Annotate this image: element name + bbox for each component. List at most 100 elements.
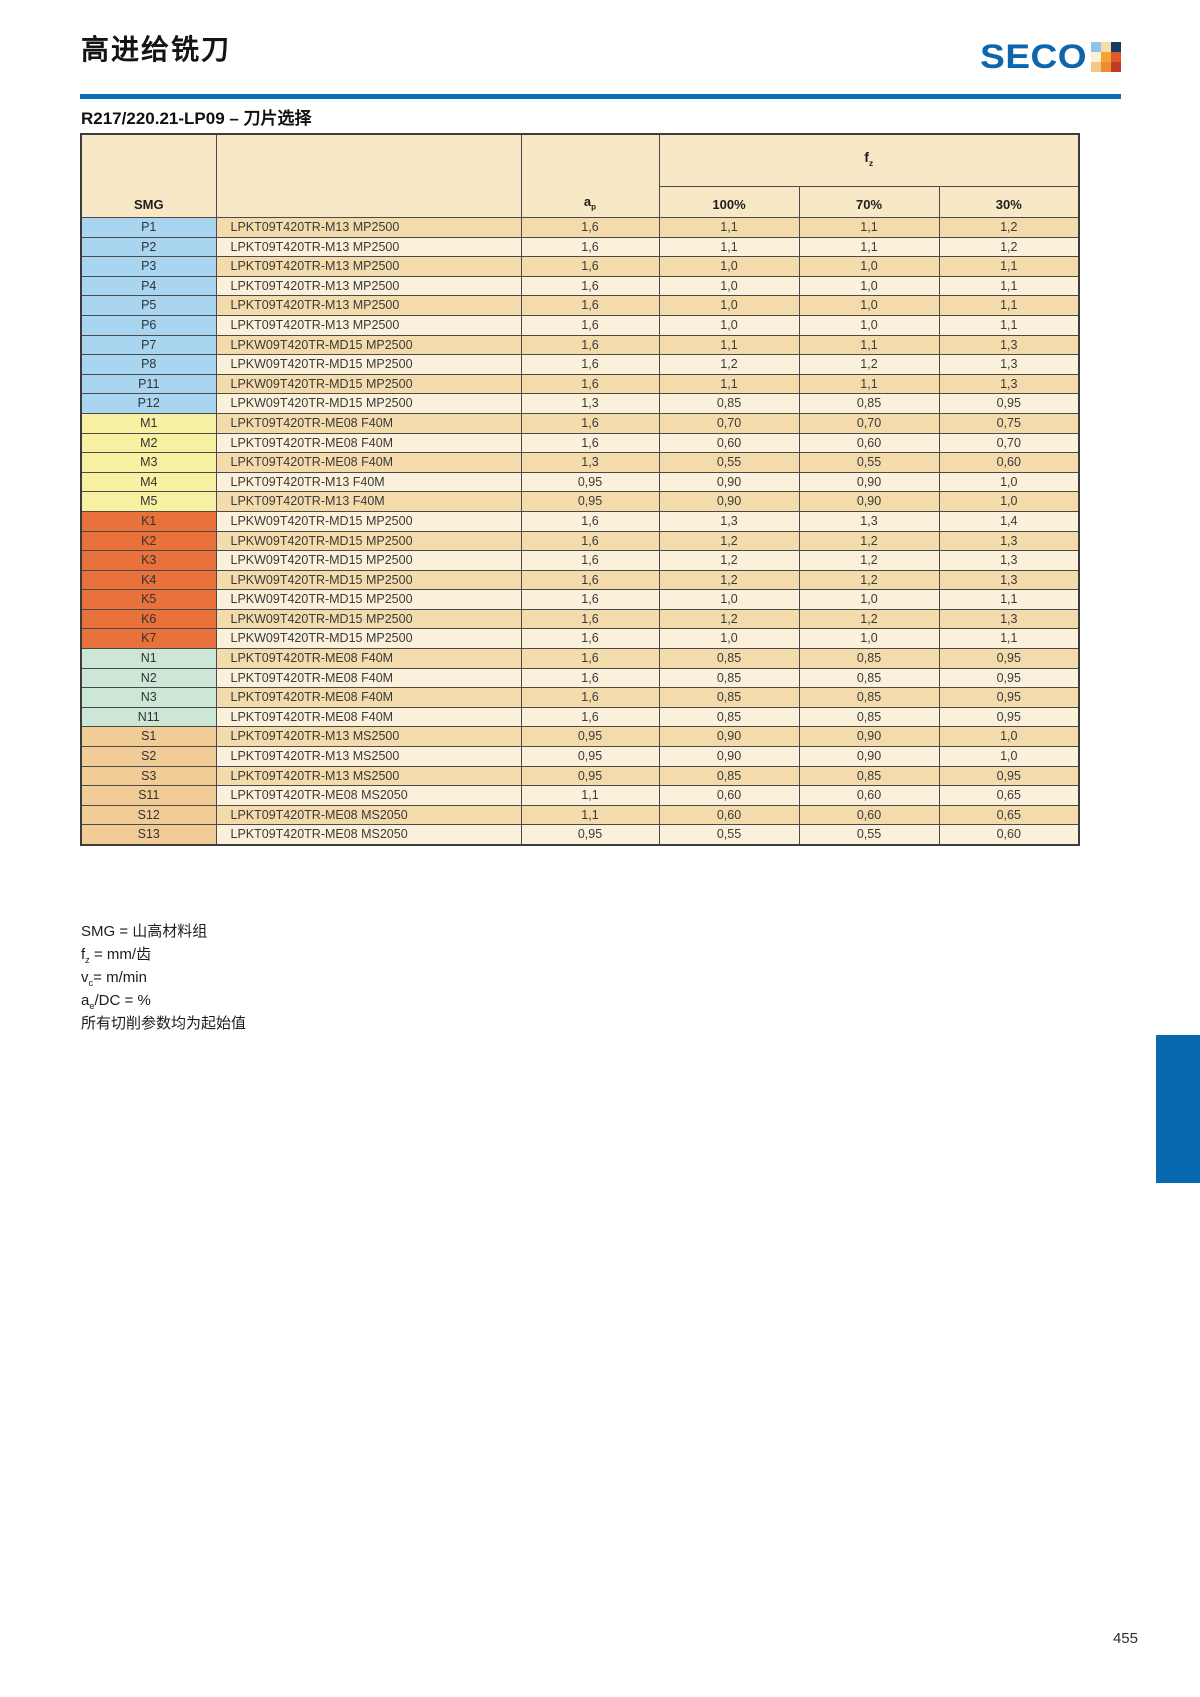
- fz-70-cell: 1,2: [798, 608, 940, 630]
- fz-100-cell: 1,2: [658, 354, 800, 375]
- ap-cell: 1,6: [520, 608, 660, 630]
- fz-100-cell: 1,3: [658, 510, 800, 532]
- table-row: P12 LPKW09T420TR-MD15 MP2500 1,3 0,85 0,85 0,…: [80, 393, 1080, 414]
- fz-30-cell: 0,60: [938, 452, 1080, 473]
- ap-cell: 1,6: [520, 432, 660, 454]
- insert-name-cell: LPKT09T420TR-ME08 MS2050: [215, 824, 522, 846]
- page-number: 455: [1112, 1630, 1138, 1647]
- insert-selection-table-wrap: SMG ap fz 100% 70% 30% P1 LPKT09T420TR-M1…: [80, 133, 1081, 846]
- fz-30-cell: 1,1: [938, 256, 1080, 277]
- smg-cell: N11: [80, 706, 217, 728]
- fz-30-cell: 1,3: [938, 550, 1080, 571]
- smg-cell: N2: [80, 667, 217, 689]
- insert-name-cell: LPKW09T420TR-MD15 MP2500: [215, 530, 522, 552]
- page-title: 高进给铣刀: [81, 34, 232, 65]
- table-row: K1 LPKW09T420TR-MD15 MP2500 1,6 1,3 1,3 1,4: [80, 510, 1080, 532]
- table-row: P8 LPKW09T420TR-MD15 MP2500 1,6 1,2 1,2 1,3: [80, 354, 1080, 375]
- ap-cell: 1,3: [520, 393, 660, 414]
- insert-name-cell: LPKT09T420TR-M13 MP2500: [215, 236, 522, 258]
- smg-cell: P8: [80, 354, 217, 375]
- fz-30-cell: 1,0: [938, 726, 1080, 748]
- fz-30-cell: 1,1: [938, 295, 1080, 316]
- ap-cell: 1,6: [520, 295, 660, 316]
- smg-cell: P6: [80, 314, 217, 336]
- fz-30-cell: 0,75: [938, 412, 1080, 434]
- smg-cell: K4: [80, 569, 217, 591]
- ap-cell: 1,6: [520, 217, 660, 238]
- ap-cell: 0,95: [520, 765, 660, 787]
- smg-cell: P1: [80, 217, 217, 238]
- smg-cell: P12: [80, 393, 217, 414]
- insert-name-cell: LPKW09T420TR-MD15 MP2500: [215, 628, 522, 650]
- fz-70-cell: 1,0: [798, 256, 940, 277]
- fz-100-cell: 1,2: [658, 608, 800, 630]
- flag-square: [1091, 61, 1101, 72]
- smg-cell: M4: [80, 471, 217, 493]
- smg-cell: N1: [80, 648, 217, 669]
- ap-cell: 1,6: [520, 550, 660, 571]
- flag-square: [1101, 51, 1111, 62]
- insert-name-cell: LPKT09T420TR-ME08 F40M: [215, 412, 522, 434]
- table-row: S12 LPKT09T420TR-ME08 MS2050 1,1 0,60 0,60 0,…: [80, 804, 1080, 826]
- smg-cell: K5: [80, 589, 217, 610]
- insert-name-cell: LPKW09T420TR-MD15 MP2500: [215, 550, 522, 571]
- fz-30-cell: 1,2: [938, 236, 1080, 258]
- table-header-row-top: SMG ap fz: [80, 133, 1080, 218]
- smg-cell: M3: [80, 452, 217, 473]
- fz-70-cell: 1,0: [798, 589, 940, 610]
- insert-name-cell: LPKT09T420TR-ME08 F40M: [215, 687, 522, 708]
- ap-cell: 1,6: [520, 412, 660, 434]
- table-row: M4 LPKT09T420TR-M13 F40M 0,95 0,90 0,90 1,0: [80, 471, 1080, 493]
- fz-70-cell: 0,60: [798, 804, 940, 826]
- insert-name-cell: LPKT09T420TR-M13 F40M: [215, 471, 522, 493]
- fz-30-cell: 1,3: [938, 569, 1080, 591]
- fz-70-cell: 0,90: [798, 491, 940, 512]
- fz-100-cell: 1,2: [658, 550, 800, 571]
- insert-name-cell: LPKT09T420TR-M13 MS2500: [215, 765, 522, 787]
- fz-100-cell: 1,1: [658, 373, 800, 395]
- fz-100-cell: 0,90: [658, 726, 800, 748]
- insert-selection-table: SMG ap fz 100% 70% 30% P1 LPKT09T420TR-M1…: [80, 133, 1081, 846]
- fz-30-cell: 1,3: [938, 334, 1080, 356]
- fz-100-cell: 0,70: [658, 412, 800, 434]
- table-row: S1 LPKT09T420TR-M13 MS2500 0,95 0,90 0,90 1,0: [80, 726, 1080, 748]
- fz-70-cell: 1,2: [798, 550, 940, 571]
- fz-70-cell: 1,2: [798, 354, 940, 375]
- ap-cell: 0,95: [520, 471, 660, 493]
- table-header-fz-100: 100%: [658, 186, 800, 218]
- table-header-insert: [215, 133, 522, 218]
- fz-70-cell: 0,85: [798, 765, 940, 787]
- fz-30-cell: 1,1: [938, 275, 1080, 297]
- fz-100-cell: 1,0: [658, 295, 800, 316]
- insert-name-cell: LPKW09T420TR-MD15 MP2500: [215, 373, 522, 395]
- insert-name-cell: LPKT09T420TR-M13 MP2500: [215, 295, 522, 316]
- insert-name-cell: LPKT09T420TR-M13 MP2500: [215, 256, 522, 277]
- table-row: K4 LPKW09T420TR-MD15 MP2500 1,6 1,2 1,2 1,3: [80, 569, 1080, 591]
- ap-cell: 1,6: [520, 667, 660, 689]
- fz-30-cell: 1,0: [938, 491, 1080, 512]
- fz-70-cell: 1,1: [798, 217, 940, 238]
- table-header-row-percents: 100% 70% 30%: [81, 186, 1080, 218]
- insert-name-cell: LPKT09T420TR-M13 F40M: [215, 491, 522, 512]
- ap-cell: 0,95: [520, 746, 660, 767]
- ap-cell: 1,6: [520, 687, 660, 708]
- smg-cell: K6: [80, 608, 217, 630]
- fz-70-cell: 0,60: [798, 785, 940, 806]
- insert-name-cell: LPKW09T420TR-MD15 MP2500: [215, 393, 522, 414]
- table-row: P1 LPKT09T420TR-M13 MP2500 1,6 1,1 1,1 1,2: [80, 217, 1080, 238]
- fz-30-cell: 1,1: [938, 589, 1080, 610]
- ap-cell: 1,1: [520, 785, 660, 806]
- fz-70-cell: 1,3: [798, 510, 940, 532]
- ap-cell: 1,6: [520, 314, 660, 336]
- insert-name-cell: LPKW09T420TR-MD15 MP2500: [215, 354, 522, 375]
- ap-cell: 1,6: [520, 354, 660, 375]
- insert-name-cell: LPKT09T420TR-ME08 F40M: [215, 667, 522, 689]
- table-row: P4 LPKT09T420TR-M13 MP2500 1,6 1,0 1,0 1,1: [80, 275, 1080, 297]
- fz-100-cell: 0,85: [658, 687, 800, 708]
- fz-100-cell: 1,1: [658, 334, 800, 356]
- table-row: K2 LPKW09T420TR-MD15 MP2500 1,6 1,2 1,2 1,3: [80, 530, 1080, 552]
- fz-30-cell: 1,3: [938, 530, 1080, 552]
- seco-logo-text: SECO: [980, 37, 1087, 76]
- fz-100-cell: 0,90: [658, 471, 800, 493]
- fz-70-cell: 1,2: [798, 530, 940, 552]
